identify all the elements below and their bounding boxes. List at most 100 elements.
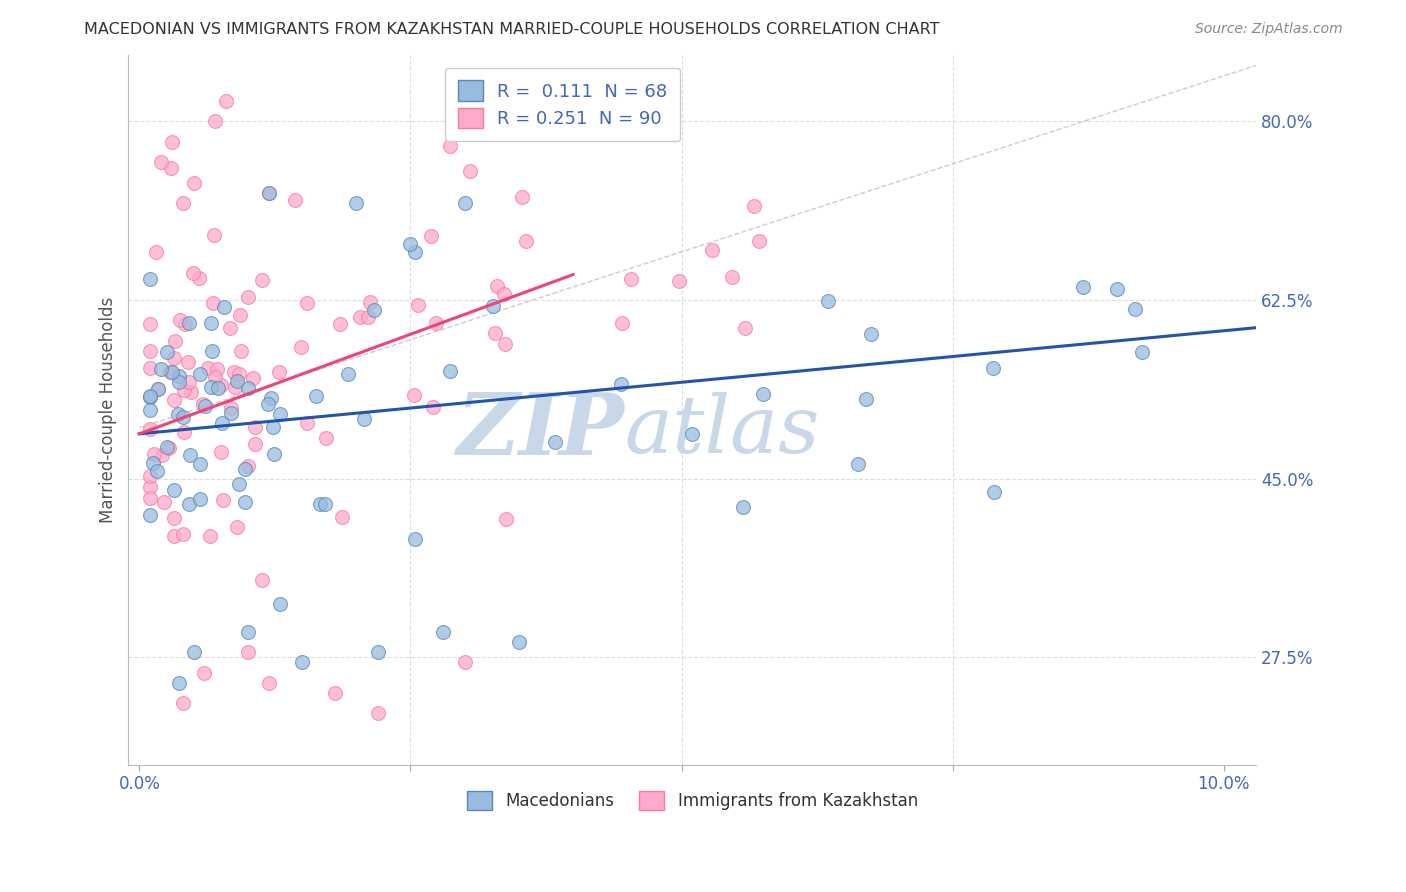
- Point: [162, 529, 184, 543]
- Point: [515, 234, 537, 248]
- Point: [167, 676, 190, 690]
- Point: [404, 532, 426, 546]
- Point: [229, 308, 252, 322]
- Point: [160, 135, 183, 149]
- Point: [160, 161, 183, 176]
- Point: [295, 416, 318, 430]
- Legend: Macedonians, Immigrants from Kazakhstan: Macedonians, Immigrants from Kazakhstan: [460, 784, 925, 816]
- Point: [291, 656, 314, 670]
- Point: [163, 334, 186, 349]
- Point: [139, 389, 162, 403]
- Point: [620, 271, 643, 285]
- Point: [305, 389, 328, 403]
- Point: [336, 367, 359, 381]
- Point: [314, 497, 336, 511]
- Point: [242, 370, 264, 384]
- Point: [177, 355, 200, 369]
- Point: [197, 361, 219, 376]
- Point: [219, 321, 242, 335]
- Point: [212, 301, 235, 315]
- Point: [359, 295, 381, 310]
- Point: [169, 313, 191, 327]
- Point: [198, 529, 221, 543]
- Point: [139, 422, 162, 436]
- Point: [453, 196, 475, 211]
- Point: [269, 597, 291, 611]
- Point: [142, 447, 165, 461]
- Point: [610, 316, 633, 330]
- Point: [139, 469, 162, 483]
- Point: [229, 343, 252, 358]
- Point: [267, 365, 290, 379]
- Point: [142, 456, 165, 470]
- Point: [846, 457, 869, 471]
- Point: [349, 310, 371, 324]
- Point: [367, 706, 389, 721]
- Point: [233, 461, 256, 475]
- Point: [260, 391, 283, 405]
- Point: [236, 624, 259, 639]
- Point: [484, 326, 506, 340]
- Point: [201, 344, 224, 359]
- Point: [172, 527, 194, 541]
- Point: [145, 245, 167, 260]
- Point: [752, 386, 775, 401]
- Point: [166, 407, 188, 421]
- Point: [259, 676, 281, 690]
- Point: [422, 400, 444, 414]
- Point: [204, 114, 226, 128]
- Point: [163, 393, 186, 408]
- Point: [458, 164, 481, 178]
- Point: [492, 287, 515, 301]
- Point: [200, 316, 222, 330]
- Point: [157, 442, 180, 456]
- Point: [139, 480, 162, 494]
- Y-axis label: Married-couple Households: Married-couple Households: [100, 297, 117, 523]
- Point: [226, 520, 249, 534]
- Point: [344, 196, 367, 211]
- Point: [149, 362, 172, 376]
- Point: [177, 316, 200, 330]
- Point: [183, 176, 205, 190]
- Point: [191, 397, 214, 411]
- Point: [681, 426, 703, 441]
- Point: [252, 273, 274, 287]
- Point: [139, 508, 162, 522]
- Point: [748, 234, 770, 248]
- Point: [202, 296, 225, 310]
- Point: [432, 624, 454, 639]
- Point: [357, 310, 380, 325]
- Point: [139, 390, 162, 404]
- Point: [188, 367, 211, 381]
- Point: [179, 497, 201, 511]
- Point: [420, 229, 443, 244]
- Point: [173, 425, 195, 439]
- Point: [236, 381, 259, 395]
- Point: [183, 267, 205, 281]
- Point: [269, 408, 291, 422]
- Point: [228, 368, 250, 382]
- Point: [1071, 279, 1094, 293]
- Point: [188, 270, 211, 285]
- Point: [404, 245, 426, 260]
- Point: [153, 494, 176, 508]
- Point: [363, 303, 385, 318]
- Point: [173, 383, 195, 397]
- Point: [146, 464, 169, 478]
- Point: [233, 495, 256, 509]
- Point: [194, 399, 217, 413]
- Point: [1130, 345, 1153, 359]
- Point: [250, 573, 273, 587]
- Point: [744, 199, 766, 213]
- Point: [150, 448, 173, 462]
- Point: [146, 382, 169, 396]
- Point: [1123, 302, 1146, 317]
- Point: [219, 406, 242, 420]
- Point: [290, 340, 312, 354]
- Point: [439, 138, 461, 153]
- Point: [139, 361, 162, 376]
- Text: Source: ZipAtlas.com: Source: ZipAtlas.com: [1195, 22, 1343, 37]
- Point: [367, 645, 389, 659]
- Point: [139, 343, 162, 358]
- Text: ZIP: ZIP: [457, 389, 624, 473]
